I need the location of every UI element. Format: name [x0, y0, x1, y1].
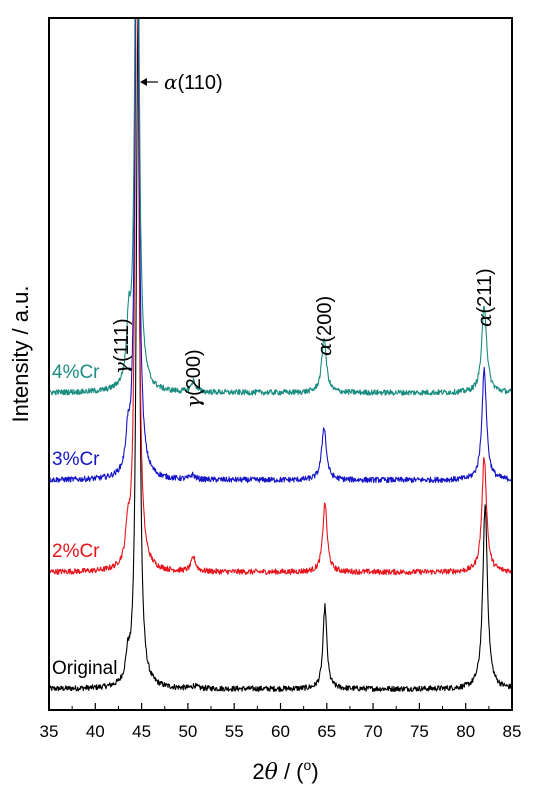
label-layer: Original2%Cr3%Cr4%Crα(110)γ(111)γ(200)α(… — [52, 70, 496, 679]
peak-label-plane: (110) — [177, 72, 222, 94]
x-tick-label-50: 50 — [178, 722, 197, 741]
peak-label-plane: (111) — [111, 318, 133, 362]
peak-label-gamma111: γ(111) — [109, 318, 133, 374]
x-tick-label-85: 85 — [503, 722, 522, 741]
x-axis-title-close: ) — [311, 759, 318, 784]
y-axis-title: Intensity / a.u. — [8, 286, 33, 423]
peak-label-alpha211: α(211) — [472, 268, 496, 327]
x-tick-label-70: 70 — [364, 722, 383, 741]
peak-label-symbol: α — [164, 70, 178, 94]
peak-label-alpha110: α(110) — [164, 70, 223, 94]
peak-label-plane: (211) — [474, 268, 496, 313]
series-label-original: Original — [52, 658, 117, 679]
series-label-3-cr: 3%Cr — [52, 449, 100, 470]
peak-label-gamma200: γ(200) — [181, 349, 205, 408]
series-line-original — [49, 18, 512, 692]
series-line-4-cr — [49, 18, 512, 396]
peak-label-symbol: α — [312, 342, 336, 356]
x-tick-label-55: 55 — [225, 722, 244, 741]
x-tick-label-65: 65 — [317, 722, 336, 741]
axes-layer: 35 40 45 50 55 60 65 70 75 80 85 2θ / (o) Intensity … — [8, 17, 522, 785]
peak-label-symbol: γ — [109, 362, 133, 374]
x-tick-label-60: 60 — [271, 722, 290, 741]
x-tick-label-80: 80 — [456, 722, 475, 741]
peak-label-plane: (200) — [314, 296, 336, 343]
x-tick-label-40: 40 — [86, 722, 105, 741]
peak-arrow-head — [139, 78, 147, 86]
peak-label-symbol: γ — [181, 396, 205, 408]
x-axis-title-prefix: 2 — [252, 759, 264, 784]
x-axis-title-symbol: θ — [265, 760, 278, 785]
peak-label-plane: (200) — [183, 349, 205, 396]
series-line-2-cr — [49, 18, 512, 576]
series-label-4-cr: 4%Cr — [52, 362, 100, 383]
x-tick-label-75: 75 — [410, 722, 429, 741]
x-tick-label-35: 35 — [40, 722, 59, 741]
series-layer — [49, 18, 512, 692]
peak-label-alpha200: α(200) — [312, 296, 336, 356]
series-line-3-cr — [49, 18, 512, 484]
x-tick-label-45: 45 — [132, 722, 151, 741]
x-axis-title-suffix: / ( — [278, 759, 304, 784]
x-axis-title-unit: o — [304, 757, 312, 773]
series-label-2-cr: 2%Cr — [52, 541, 100, 562]
peak-label-symbol: α — [472, 313, 496, 327]
x-axis-title: 2θ / (o) — [252, 757, 318, 785]
